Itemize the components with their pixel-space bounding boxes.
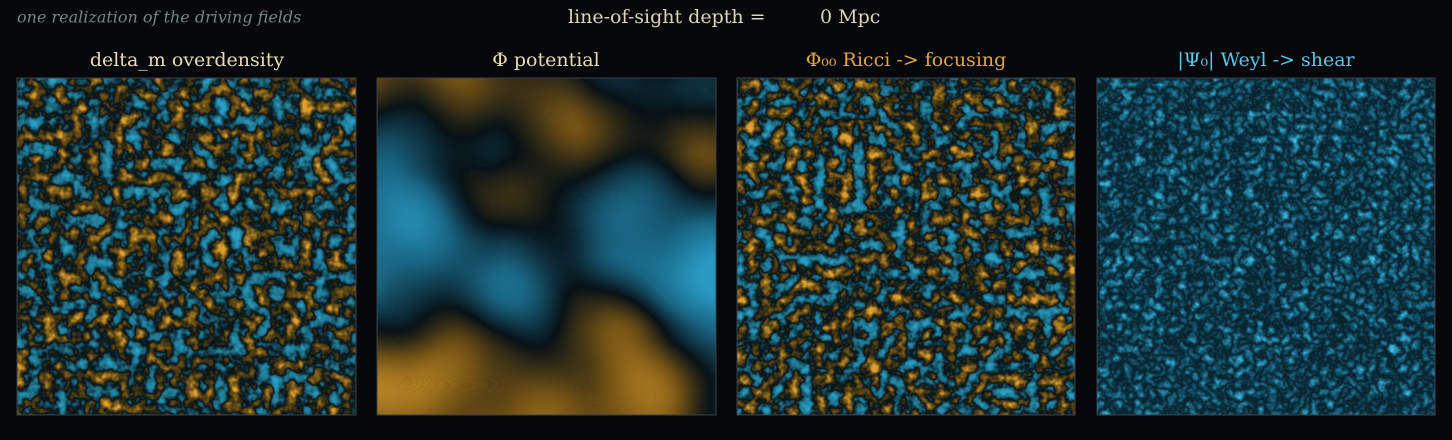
overdensity-field xyxy=(17,78,356,415)
panel-title: Φ potential xyxy=(492,49,599,71)
panel-title: Φ₀₀ Ricci -> focusing xyxy=(806,49,1007,71)
caption: one realization of the driving fields xyxy=(17,8,301,27)
panel-frame xyxy=(1096,77,1436,416)
depth-label: line-of-sight depth = xyxy=(568,6,766,28)
panel-frame xyxy=(376,77,717,416)
potential-field xyxy=(377,78,716,415)
panel-frame xyxy=(16,77,357,416)
weyl-field xyxy=(1097,78,1435,415)
panel-title: |Ψ₀| Weyl -> shear xyxy=(1177,49,1355,71)
panel-title: delta_m overdensity xyxy=(90,49,285,71)
depth-value: 0 Mpc xyxy=(820,6,880,28)
ricci-field xyxy=(737,78,1075,415)
panel-frame xyxy=(736,77,1076,416)
